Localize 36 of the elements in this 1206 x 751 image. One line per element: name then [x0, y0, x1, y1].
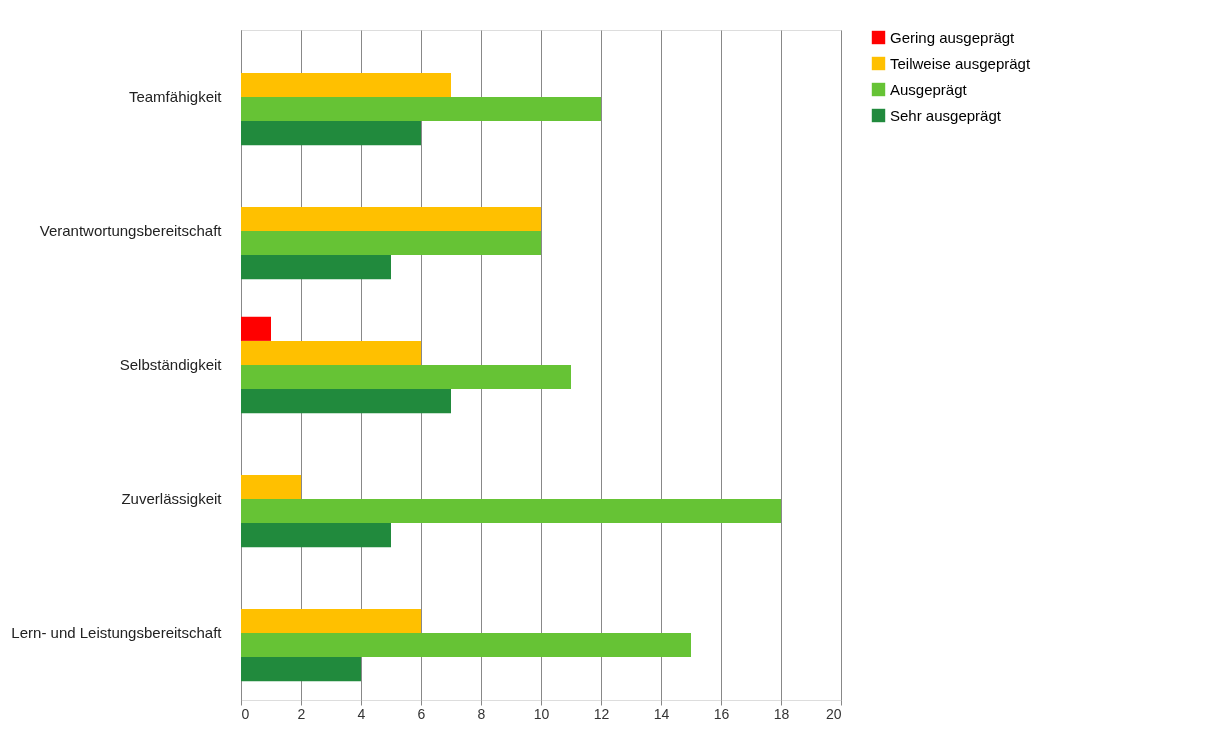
x-tick-label: 16 [713, 705, 730, 722]
bar [241, 340, 421, 365]
bar [241, 97, 601, 122]
bar [241, 523, 391, 548]
x-tick-label: 8 [477, 705, 486, 722]
legend-label: Teilweise ausgeprägt [890, 54, 1031, 72]
bar [241, 121, 421, 146]
bar [241, 608, 421, 633]
bar [241, 365, 571, 390]
bar [241, 499, 781, 524]
y-tick-label: Teamfähigkeit [128, 88, 223, 105]
legend-label: Sehr ausgeprägt [890, 106, 1002, 124]
bar [241, 633, 691, 658]
bar [241, 72, 451, 97]
y-tick-label: Verantwortungsbereitschaft [39, 222, 223, 239]
legend-label: Ausgeprägt [890, 80, 968, 98]
bar [241, 657, 361, 682]
bar [241, 474, 301, 499]
bar [241, 389, 451, 414]
x-tick-label: 14 [653, 705, 670, 722]
x-tick-label: 12 [593, 705, 610, 722]
x-tick-label: 6 [417, 705, 426, 722]
y-tick-label: Lern- und Leistungsbereitschaft [11, 624, 223, 641]
x-tick-label: 4 [357, 705, 366, 722]
bar [241, 316, 271, 341]
x-tick-label: 0 [241, 705, 250, 722]
x-tick-label: 18 [773, 705, 790, 722]
x-tick-label: 10 [533, 705, 550, 722]
x-tick-label: 20 [825, 705, 842, 722]
y-tick-label: Selbständigkeit [119, 356, 223, 373]
x-tick-label: 2 [297, 705, 306, 722]
legend-label: Gering ausgeprägt [890, 28, 1016, 46]
bar [241, 231, 541, 256]
bar [241, 255, 391, 280]
bar [241, 206, 541, 231]
y-tick-label: Zuverlässigkeit [121, 490, 223, 507]
